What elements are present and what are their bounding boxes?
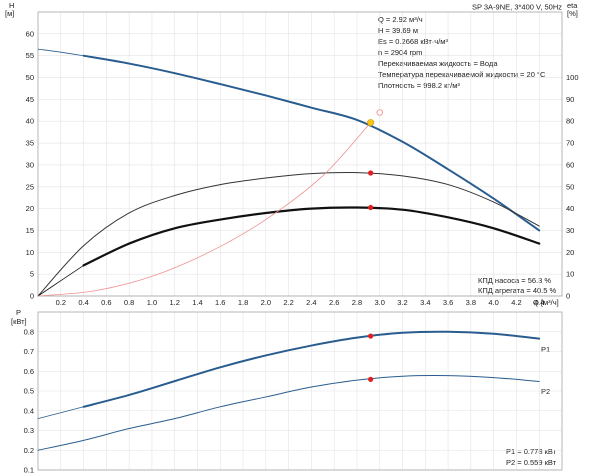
h-tick-label: 30	[26, 160, 34, 169]
eta-tick-label: 50	[566, 182, 574, 191]
eta-tick-label: 100	[566, 73, 579, 82]
curve-p2	[37, 374, 540, 451]
p-tick-label: 0.5	[24, 387, 34, 396]
eta-tick-label: 90	[566, 95, 574, 104]
duty-point-duty-eta-pump	[368, 170, 374, 176]
top-plot-frame	[37, 11, 563, 297]
q-tick-label: 2.0	[261, 298, 271, 307]
power-line: P1 = 0.778 кВт	[506, 447, 557, 456]
h-axis-unit: [м]	[5, 9, 14, 18]
eta-tick-label: 40	[566, 204, 574, 213]
eta-tick-label: 80	[566, 117, 574, 126]
eta-tick-label: 60	[566, 160, 574, 169]
p-tick-label: 0.7	[24, 347, 34, 356]
info-line: Es = 0.2668 кВт·ч/м³	[378, 37, 448, 46]
p-tick-label: 0.6	[24, 367, 34, 376]
q-tick-label: 2.8	[352, 298, 362, 307]
info-line: Температура перекачиваемой жидкости = 20…	[378, 70, 546, 79]
h-tick-label: 0	[30, 292, 34, 301]
q-tick-label: 1.8	[238, 298, 248, 307]
q-tick-label: 1.4	[192, 298, 202, 307]
curve-head-ext	[37, 48, 84, 57]
q-tick-label: 0.2	[56, 298, 66, 307]
h-tick-label: 25	[26, 182, 34, 191]
q-tick-label: 3.0	[375, 298, 385, 307]
power-line: P2 = 0.559 кВт	[506, 458, 557, 467]
duty-point-duty-p1	[368, 333, 374, 339]
h-tick-label: 45	[26, 95, 34, 104]
p-tick-label: 0.4	[24, 406, 34, 415]
legend-p2: P2	[541, 387, 550, 396]
p-tick-label: 0.3	[24, 426, 34, 435]
duty-point-duty-eta-total	[368, 204, 374, 211]
curve-eta-pump	[37, 171, 540, 297]
p-tick-label: 0.8	[24, 327, 34, 336]
curve-eta-total-ext	[37, 265, 84, 297]
q-tick-label: 1.6	[215, 298, 225, 307]
duty-point-duty-p2	[368, 376, 374, 382]
q-tick-label: 3.4	[420, 298, 430, 307]
q-tick-label: 1.0	[147, 298, 157, 307]
eta-tick-label: 30	[566, 226, 574, 235]
h-tick-label: 50	[26, 73, 34, 82]
q-tick-label: 4.0	[488, 298, 498, 307]
q-tick-label: 0.8	[124, 298, 134, 307]
p-tick-label: 0.2	[24, 446, 34, 455]
curve-p1-ext	[37, 406, 84, 420]
h-tick-label: 35	[26, 139, 34, 148]
q-tick-label: 2.2	[283, 298, 293, 307]
p-axis-label: P	[16, 308, 21, 317]
chart-title: SP 3A-9NE, 3*400 V, 50Hz	[472, 3, 562, 12]
bottom-plot-frame	[37, 311, 563, 471]
q-tick-label: 4.4	[534, 298, 544, 307]
efficiency-line: КПД агрегата = 40.5 %	[478, 286, 556, 295]
curve-system	[37, 122, 372, 297]
q-tick-label: 3.6	[443, 298, 453, 307]
q-tick-label: 0.6	[101, 298, 111, 307]
eta-tick-label: 0	[566, 292, 570, 301]
p-axis-unit: [кВт]	[11, 317, 27, 326]
eta-tick-label: 70	[566, 139, 574, 148]
curve-head	[82, 54, 541, 232]
h-tick-label: 15	[26, 226, 34, 235]
h-tick-label: 60	[26, 29, 34, 38]
eta-tick-label: 20	[566, 248, 574, 257]
p-tick-label: 0.1	[24, 466, 34, 474]
h-tick-label: 40	[26, 117, 34, 126]
curve-p1	[82, 330, 541, 408]
info-line: n = 2904 rpm	[378, 48, 422, 57]
h-tick-label: 55	[26, 51, 34, 60]
h-tick-label: 5	[30, 270, 34, 279]
eta-tick-label: 10	[566, 270, 574, 279]
q-tick-label: 3.8	[466, 298, 476, 307]
eta-axis-unit: [%]	[567, 9, 578, 18]
h-axis-label: H	[9, 1, 14, 10]
q-tick-label: 3.2	[397, 298, 407, 307]
curve-eta-total	[82, 206, 541, 267]
duty-point-head-open	[376, 109, 383, 116]
q-tick-label: 0.4	[78, 298, 88, 307]
info-line: H = 39.69 м	[378, 26, 418, 35]
duty-point-head	[367, 119, 375, 127]
q-tick-label: 2.6	[329, 298, 339, 307]
eta-axis-label: eta	[567, 1, 578, 10]
q-tick-label: 1.2	[169, 298, 179, 307]
q-axis-label: Q [м³/ч]	[533, 298, 559, 307]
q-tick-label: 4.2	[511, 298, 521, 307]
h-tick-label: 10	[26, 248, 34, 257]
q-tick-label: 2.4	[306, 298, 316, 307]
legend-p1: P1	[541, 345, 550, 354]
info-line: Перекачиваемая жидкость = Вода	[378, 59, 498, 68]
info-line: Плотность = 998.2 кг/м³	[378, 81, 460, 90]
h-tick-label: 20	[26, 204, 34, 213]
info-line: Q = 2.92 м³/ч	[378, 15, 423, 24]
efficiency-line: КПД насоса = 56.3 %	[478, 276, 551, 285]
